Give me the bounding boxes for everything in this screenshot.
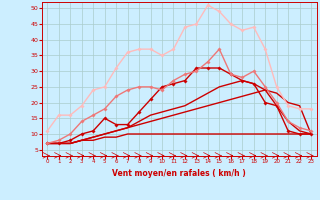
X-axis label: Vent moyen/en rafales ( km/h ): Vent moyen/en rafales ( km/h )	[112, 169, 246, 178]
